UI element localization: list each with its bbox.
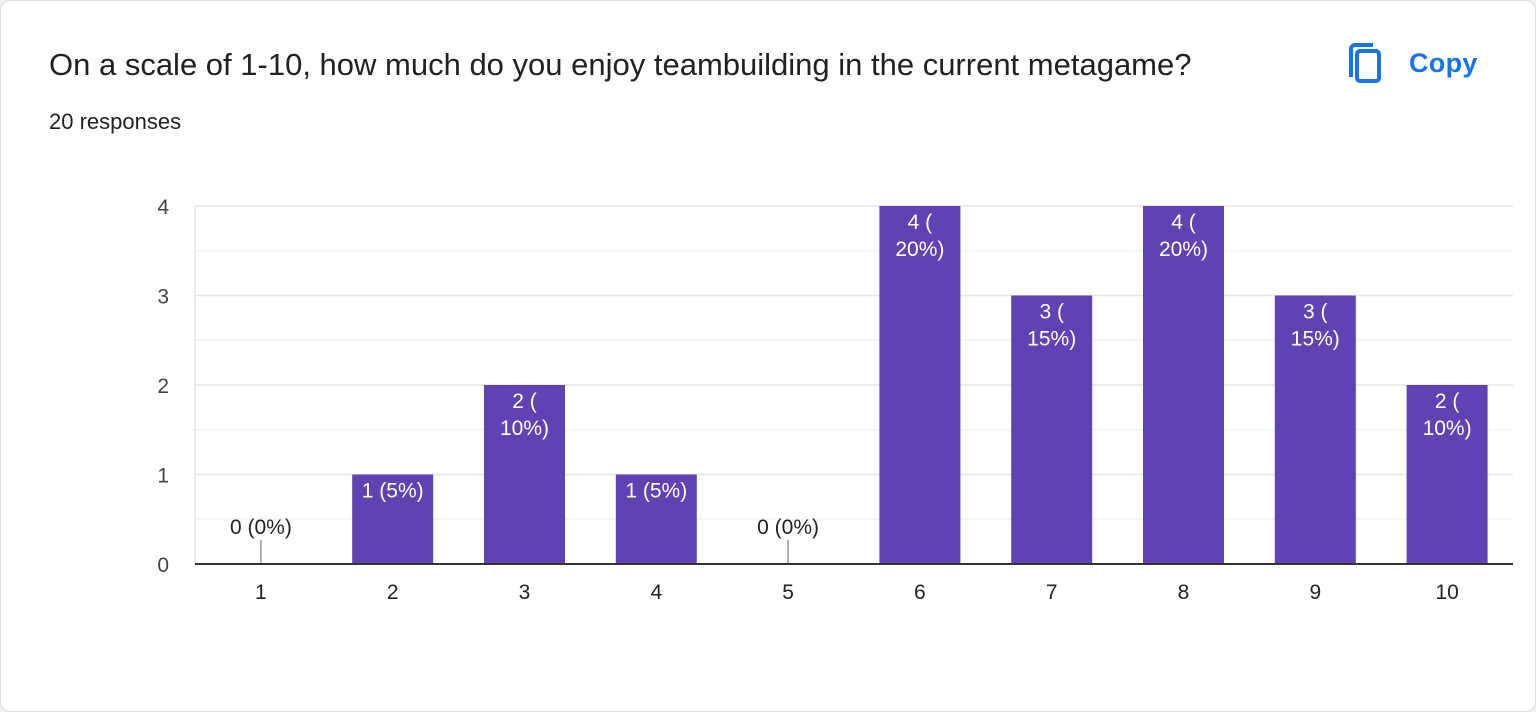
bar[interactable] bbox=[615, 474, 697, 565]
bar-value-label: 20%) bbox=[895, 238, 944, 261]
y-tick-label: 4 bbox=[157, 196, 169, 219]
x-tick-label: 6 bbox=[914, 581, 926, 604]
bar[interactable] bbox=[1143, 206, 1224, 564]
bar-value-label: 4 ( bbox=[908, 211, 933, 234]
question-title: On a scale of 1-10, how much do you enjo… bbox=[49, 47, 1192, 82]
y-axis-ticks: 0 1 2 3 4 bbox=[157, 196, 169, 577]
y-tick-label: 3 bbox=[157, 286, 169, 309]
bar-value-label: 10%) bbox=[500, 417, 549, 440]
x-tick-label: 4 bbox=[650, 581, 662, 604]
copy-button[interactable]: Copy bbox=[1341, 35, 1501, 91]
bar-value-label: 15%) bbox=[1291, 328, 1340, 351]
y-tick-label: 2 bbox=[157, 375, 169, 398]
x-tick-label: 2 bbox=[387, 581, 399, 604]
bar-value-label: 15%) bbox=[1027, 328, 1076, 351]
bars bbox=[352, 206, 1488, 565]
bar-value-label: 1 (5%) bbox=[625, 480, 687, 503]
bar[interactable] bbox=[352, 474, 434, 565]
bar-value-label: 4 ( bbox=[1171, 211, 1196, 234]
bar[interactable] bbox=[1406, 385, 1488, 564]
bar-value-label: 20%) bbox=[1159, 238, 1208, 261]
bar-value-label: 2 ( bbox=[1435, 390, 1460, 413]
response-count: 20 responses bbox=[49, 109, 182, 134]
bar-value-label: 10%) bbox=[1423, 417, 1472, 440]
copy-button-label: Copy bbox=[1409, 47, 1478, 78]
x-tick-label: 1 bbox=[255, 581, 267, 604]
bar-value-label: 3 ( bbox=[1039, 301, 1064, 324]
x-tick-label: 5 bbox=[782, 581, 794, 604]
bar[interactable] bbox=[1274, 295, 1356, 565]
bar-value-label: 0 (0%) bbox=[230, 516, 292, 539]
x-tick-label: 3 bbox=[519, 581, 531, 604]
bar-value-label: 0 (0%) bbox=[757, 516, 819, 539]
bar[interactable] bbox=[879, 206, 961, 564]
x-tick-label: 9 bbox=[1309, 581, 1321, 604]
x-axis-ticks: 1 2 3 4 5 6 7 8 9 10 bbox=[195, 563, 1513, 604]
x-tick-label: 8 bbox=[1178, 581, 1190, 604]
x-tick-label: 10 bbox=[1435, 581, 1458, 604]
bar-value-label: 2 ( bbox=[512, 390, 537, 413]
data-labels: 0 (0%) 1 (5%) 2 ( 10%) 1 (5%) 0 (0%) 4 ( 20%) 3 … bbox=[230, 211, 1472, 564]
x-tick-label: 7 bbox=[1046, 581, 1058, 604]
copy-icon bbox=[1341, 39, 1389, 87]
y-tick-label: 1 bbox=[157, 465, 169, 488]
y-tick-label: 0 bbox=[157, 554, 169, 577]
bar-value-label: 1 (5%) bbox=[362, 480, 424, 503]
bar-value-label: 3 ( bbox=[1303, 301, 1328, 324]
bar[interactable] bbox=[484, 385, 565, 564]
bar[interactable] bbox=[1011, 295, 1093, 565]
